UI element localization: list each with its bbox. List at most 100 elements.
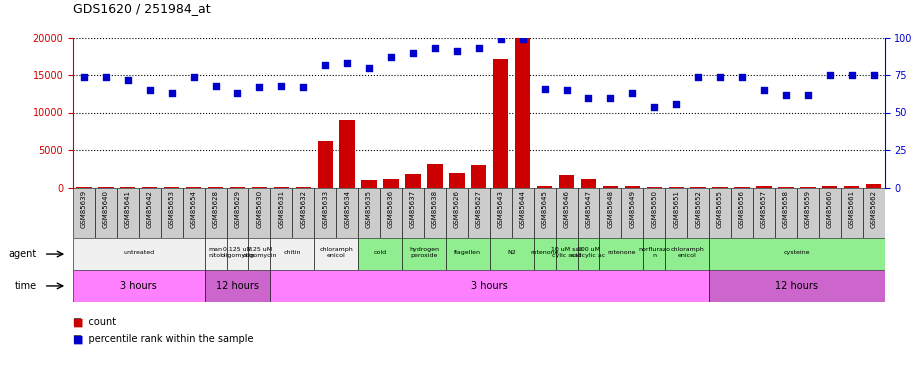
Bar	[733, 187, 749, 188]
Text: untreated: untreated	[123, 250, 154, 255]
Text: ■: ■	[73, 318, 84, 327]
Point	[427, 45, 442, 51]
Bar	[402, 238, 445, 270]
Text: GSM85660: GSM85660	[826, 190, 832, 228]
Bar	[208, 187, 223, 188]
Text: man
nitol: man nitol	[209, 247, 222, 258]
Text: GSM85653: GSM85653	[169, 190, 175, 228]
Bar	[774, 188, 796, 238]
Bar	[668, 187, 683, 188]
Bar	[445, 188, 467, 238]
Point	[340, 60, 354, 66]
Bar	[273, 187, 289, 188]
Point	[274, 82, 289, 88]
Point	[208, 82, 222, 88]
Point	[624, 90, 639, 96]
Bar	[709, 238, 884, 270]
Text: GSM85633: GSM85633	[322, 190, 328, 228]
Bar	[599, 188, 620, 238]
Text: GSM85639: GSM85639	[81, 190, 87, 228]
Text: GSM85637: GSM85637	[410, 190, 415, 228]
Bar	[314, 188, 336, 238]
Bar	[270, 270, 709, 302]
Bar	[358, 188, 380, 238]
Text: GSM85645: GSM85645	[541, 190, 547, 228]
Bar	[467, 188, 489, 238]
Point	[230, 90, 244, 96]
Bar	[755, 186, 771, 188]
Bar	[404, 174, 420, 188]
Bar	[620, 188, 642, 238]
Text: 12 hours: 12 hours	[216, 281, 259, 291]
Point	[296, 84, 311, 90]
Bar	[489, 238, 533, 270]
Bar	[865, 184, 880, 188]
Point	[493, 36, 507, 42]
Bar	[380, 188, 402, 238]
Text: flagellen: flagellen	[454, 250, 481, 255]
Bar	[511, 188, 533, 238]
Point	[537, 86, 551, 92]
Point	[186, 74, 200, 80]
Point	[646, 104, 660, 110]
Bar	[226, 238, 248, 270]
Bar	[752, 188, 774, 238]
Text: GSM85654: GSM85654	[190, 190, 197, 228]
Point	[120, 76, 135, 82]
Point	[800, 92, 814, 98]
Bar	[577, 238, 599, 270]
Text: 12 hours: 12 hours	[774, 281, 817, 291]
Text: agent: agent	[8, 249, 36, 259]
Bar	[270, 238, 314, 270]
Bar	[624, 186, 640, 188]
Text: GSM85649: GSM85649	[629, 190, 635, 228]
Text: chitin: chitin	[283, 250, 301, 255]
Bar	[821, 186, 836, 188]
Text: 3 hours: 3 hours	[471, 281, 507, 291]
Bar	[383, 178, 398, 188]
Bar	[558, 175, 574, 188]
Bar	[73, 238, 204, 270]
Bar	[204, 270, 270, 302]
Bar	[186, 187, 201, 188]
Text: cold: cold	[374, 250, 386, 255]
Text: GSM85651: GSM85651	[672, 190, 679, 228]
Bar	[818, 188, 840, 238]
Text: chloramph
enicol: chloramph enicol	[319, 247, 353, 258]
Bar	[77, 187, 91, 188]
Bar	[120, 187, 136, 188]
Bar	[361, 180, 376, 188]
Bar	[295, 187, 311, 188]
Text: GSM85636: GSM85636	[387, 190, 394, 228]
Text: rotenone: rotenone	[607, 250, 635, 255]
Bar	[642, 188, 664, 238]
Text: 10 uM sali
cylic acid: 10 uM sali cylic acid	[550, 247, 582, 258]
Bar	[515, 38, 530, 188]
Text: GSM85650: GSM85650	[650, 190, 657, 228]
Bar	[182, 188, 204, 238]
Text: GSM85628: GSM85628	[212, 190, 219, 228]
Point	[865, 72, 880, 78]
Bar	[251, 187, 267, 188]
Text: ■  percentile rank within the sample: ■ percentile rank within the sample	[73, 334, 253, 344]
Point	[384, 54, 398, 60]
Text: GSM85646: GSM85646	[563, 190, 569, 228]
Text: GSM85657: GSM85657	[760, 190, 766, 228]
Bar	[602, 186, 618, 188]
Bar	[424, 188, 445, 238]
Bar	[709, 188, 731, 238]
Bar	[687, 188, 709, 238]
Point	[778, 92, 793, 98]
Text: GSM85626: GSM85626	[454, 190, 459, 228]
Bar	[358, 238, 402, 270]
Point	[362, 64, 376, 70]
Text: time: time	[15, 281, 36, 291]
Bar	[339, 120, 354, 188]
Text: ■  count: ■ count	[73, 318, 116, 327]
Bar	[642, 238, 664, 270]
Point	[471, 45, 486, 51]
Point	[405, 50, 420, 55]
Text: 0.125 uM
oligomycin: 0.125 uM oligomycin	[220, 247, 254, 258]
Bar	[840, 188, 862, 238]
Point	[712, 74, 727, 80]
